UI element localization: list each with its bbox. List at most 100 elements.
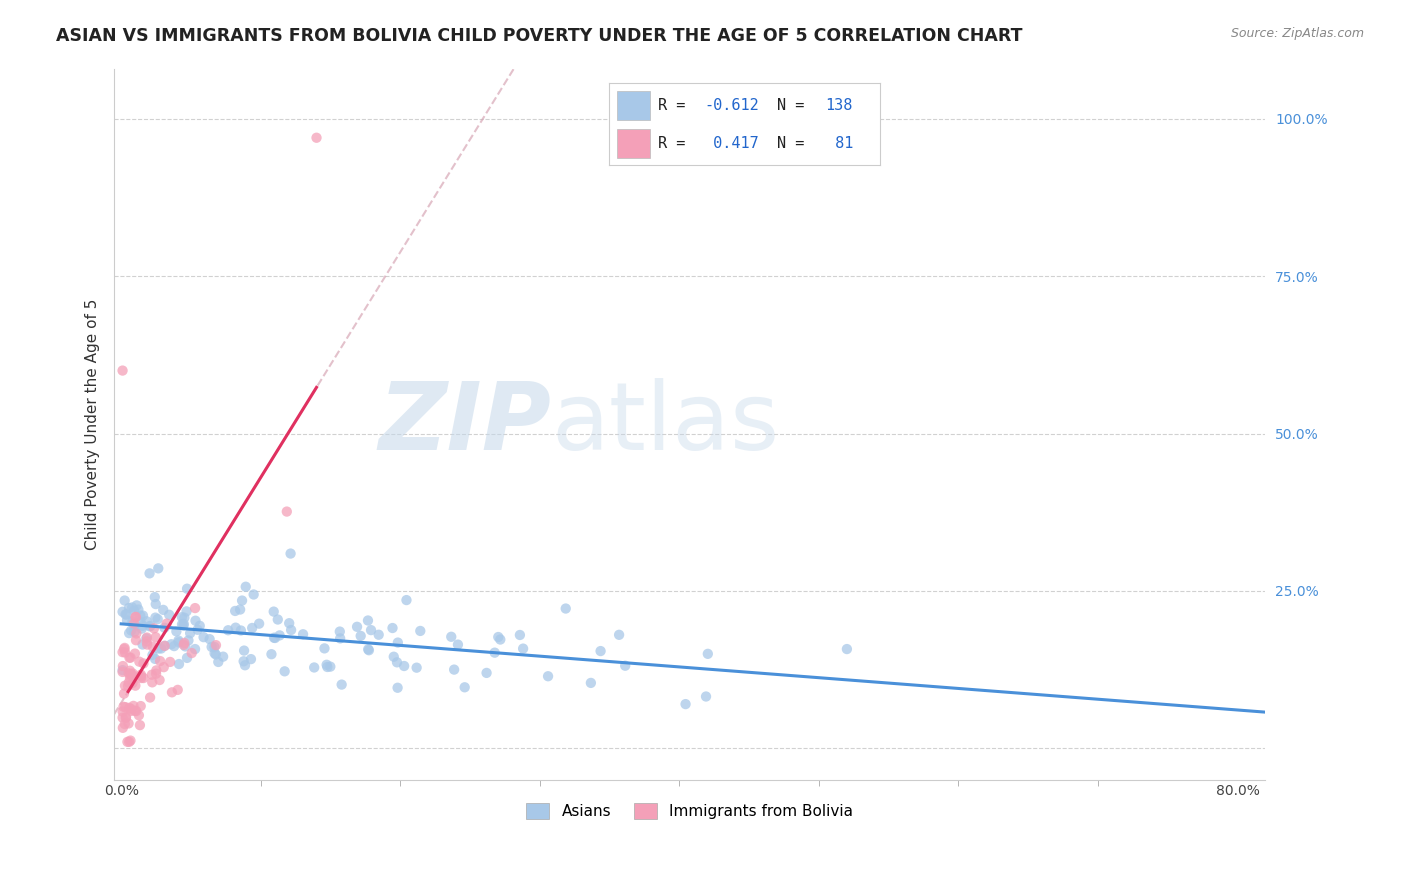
Point (131, 638, 153, 652)
Point (167, 657, 190, 671)
Point (229, 602, 252, 616)
Y-axis label: Child Poverty Under the Age of 5: Child Poverty Under the Age of 5 (86, 299, 100, 549)
Point (118, 735, 141, 749)
Point (204, 646, 226, 660)
Point (111, 705, 134, 719)
Point (329, 632, 352, 646)
Point (381, 621, 404, 635)
Point (231, 593, 253, 607)
Point (125, 633, 148, 648)
Point (235, 580, 257, 594)
Text: ZIP: ZIP (378, 378, 551, 470)
Point (607, 628, 630, 642)
Point (159, 655, 181, 669)
Point (173, 616, 195, 631)
Point (152, 603, 174, 617)
Point (128, 708, 150, 723)
Point (112, 642, 135, 657)
Point (278, 616, 301, 631)
Point (121, 600, 143, 615)
Point (486, 630, 509, 644)
Point (509, 628, 531, 642)
Point (118, 650, 141, 665)
Point (135, 634, 157, 648)
Point (117, 716, 139, 731)
Point (124, 624, 146, 639)
Point (111, 605, 134, 619)
Point (157, 607, 180, 622)
Point (201, 640, 224, 654)
Point (205, 638, 228, 652)
Point (387, 635, 409, 649)
Point (125, 610, 148, 624)
Point (207, 655, 229, 669)
Point (350, 629, 373, 643)
Point (114, 607, 136, 622)
Point (176, 651, 198, 665)
Point (122, 616, 145, 631)
Point (136, 638, 159, 652)
Point (111, 659, 134, 673)
Point (314, 641, 336, 656)
Point (141, 667, 163, 681)
Point (127, 602, 149, 616)
Point (179, 626, 201, 640)
Point (124, 647, 146, 661)
Point (315, 657, 337, 672)
Point (111, 663, 134, 677)
Point (136, 631, 159, 645)
Point (125, 599, 148, 613)
Point (160, 637, 183, 651)
Point (188, 619, 211, 633)
Point (148, 561, 170, 575)
Point (537, 669, 560, 683)
Point (173, 638, 195, 652)
Point (267, 613, 290, 627)
Point (124, 679, 146, 693)
Point (280, 547, 302, 561)
Point (111, 665, 134, 679)
Point (148, 641, 170, 656)
Point (242, 587, 264, 601)
Point (114, 640, 136, 655)
Point (239, 652, 262, 666)
Point (205, 648, 228, 662)
Point (131, 622, 153, 636)
Point (139, 619, 162, 633)
Point (142, 640, 165, 654)
Point (129, 615, 152, 629)
Point (232, 654, 254, 668)
Point (382, 649, 405, 664)
Point (443, 663, 465, 677)
Point (118, 626, 141, 640)
Point (176, 582, 198, 596)
Point (114, 717, 136, 731)
Text: ASIAN VS IMMIGRANTS FROM BOLIVIA CHILD POVERTY UNDER THE AGE OF 5 CORRELATION CH: ASIAN VS IMMIGRANTS FROM BOLIVIA CHILD P… (56, 27, 1022, 45)
Point (135, 615, 157, 629)
Point (145, 666, 167, 681)
Text: atlas: atlas (551, 378, 780, 470)
Point (835, 642, 858, 657)
Point (121, 615, 143, 629)
Text: Source: ZipAtlas.com: Source: ZipAtlas.com (1230, 27, 1364, 40)
Point (167, 633, 190, 648)
Point (173, 636, 195, 650)
Point (229, 624, 252, 638)
Point (176, 604, 198, 618)
Point (180, 646, 202, 660)
Point (170, 617, 193, 632)
Point (153, 639, 176, 653)
Point (132, 608, 155, 623)
Point (114, 593, 136, 607)
Point (138, 566, 160, 581)
Point (512, 641, 534, 656)
Point (145, 610, 167, 624)
Point (132, 657, 155, 671)
Point (121, 666, 143, 681)
Point (193, 630, 215, 644)
Point (675, 697, 697, 711)
Point (120, 733, 142, 747)
Point (319, 659, 342, 673)
Point (112, 687, 135, 701)
Point (145, 630, 167, 644)
